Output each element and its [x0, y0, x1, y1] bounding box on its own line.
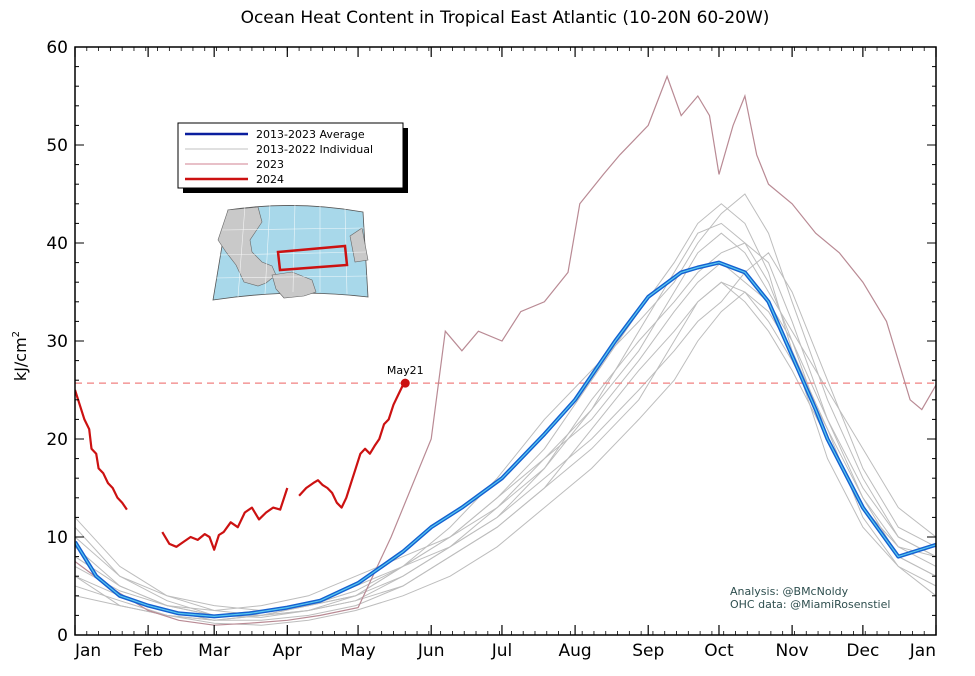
x-tick-label: Jan	[74, 641, 101, 661]
x-tick-label: May	[340, 641, 375, 661]
series-2023-line	[75, 74, 936, 626]
individual-year-line	[75, 232, 936, 616]
legend-label-2023: 2023	[256, 158, 284, 171]
individual-year-line	[75, 203, 936, 621]
credit-analysis: Analysis: @BMcNoldy	[730, 585, 849, 598]
x-tick-label: Jun	[417, 641, 445, 661]
series-2024-line	[75, 389, 128, 511]
x-tick-label: Apr	[273, 641, 302, 661]
x-tick-label: Sep	[632, 641, 664, 661]
x-tick-label: Nov	[776, 641, 809, 661]
series-2023-group	[75, 74, 936, 626]
individual-year-line	[75, 193, 936, 616]
x-tick-label: Dec	[846, 641, 879, 661]
individual-year-line	[75, 281, 936, 621]
map-region-box	[276, 244, 349, 272]
series-average-group	[75, 260, 936, 619]
individual-year-line	[75, 291, 936, 626]
y-tick-label: 20	[46, 430, 68, 450]
individual-year-line	[75, 281, 936, 621]
y-tick-label: 10	[46, 528, 68, 548]
axis-tick-labels: 0 10 20 30 40 50 60 Jan Feb Mar Apr May Jun Jul Aug Sep…	[46, 38, 936, 661]
x-tick-label: Mar	[198, 641, 230, 661]
individual-year-line	[75, 252, 936, 618]
region-map-inset	[212, 202, 369, 301]
legend: 2013-2023 Average 2013-2022 Individual 2…	[177, 122, 408, 193]
y-axis-label: kJ/cm2	[11, 331, 30, 381]
y-tick-label: 60	[46, 38, 68, 58]
y-tick-label: 50	[46, 136, 68, 156]
series-2024-line	[298, 382, 406, 509]
annotation-label: May21	[387, 364, 424, 377]
x-tick-label: Aug	[558, 641, 591, 661]
series-average-highlight	[75, 262, 936, 617]
y-tick-label: 0	[57, 626, 68, 646]
y-tick-label: 40	[46, 234, 68, 254]
series-2024-group	[75, 382, 406, 551]
y-axis-label-superscript: 2	[11, 331, 22, 337]
individual-year-line	[75, 242, 936, 616]
map-land-south-america	[271, 271, 317, 299]
series-average-line	[75, 260, 936, 619]
map-land-africa	[349, 227, 369, 263]
y-tick-label: 30	[46, 332, 68, 352]
legend-label-2024: 2024	[256, 173, 284, 186]
x-tick-label: Jul	[491, 641, 513, 661]
chart-title: Ocean Heat Content in Tropical East Atla…	[241, 8, 770, 28]
annotation-marker	[400, 378, 410, 388]
legend-label-average: 2013-2023 Average	[256, 128, 365, 141]
individual-year-line	[75, 261, 936, 612]
credit-data-source: OHC data: @MiamiRosenstiel	[730, 598, 890, 611]
x-tick-label: Jan	[909, 641, 936, 661]
annotation-group: May21	[387, 364, 424, 388]
x-tick-label: Oct	[704, 641, 734, 661]
axis-ticks	[74, 46, 937, 636]
individual-year-line	[75, 222, 936, 612]
individual-year-lines	[75, 193, 936, 626]
x-tick-label: Feb	[133, 641, 163, 661]
series-2024-line	[161, 487, 289, 551]
legend-label-individual: 2013-2022 Individual	[256, 143, 373, 156]
